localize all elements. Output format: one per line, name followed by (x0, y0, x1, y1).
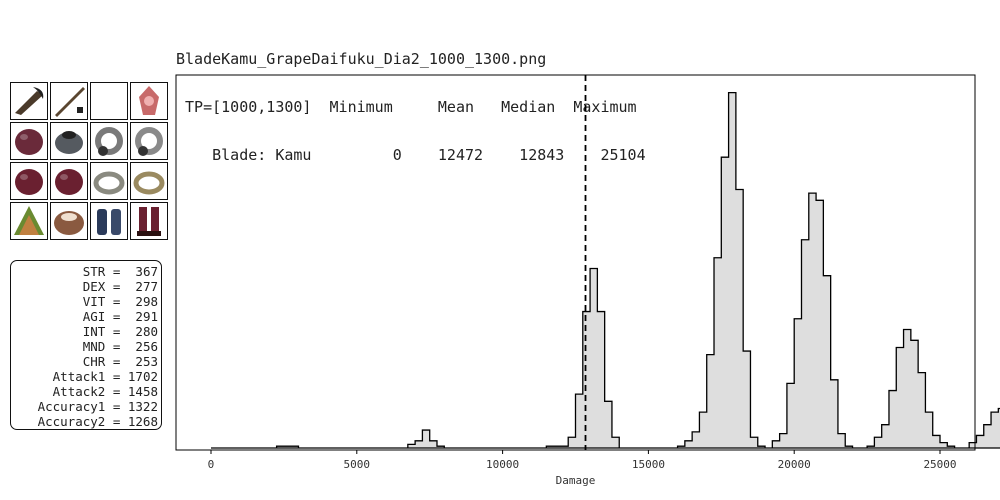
axis-layer: 0 5000 10000 15000 20000 25000 Damage (175, 74, 976, 487)
chart-header: BladeKamu_GrapeDaifuku_Dia2_1000_1300.pn… (176, 19, 646, 179)
chart-filename: BladeKamu_GrapeDaifuku_Dia2_1000_1300.pn… (176, 50, 547, 68)
ammo-slot (130, 82, 168, 120)
x-tick-label: 15000 (632, 458, 665, 471)
stat-line: Accuracy2 = 1268 (37, 414, 158, 429)
stat-line: INT = 280 (82, 324, 158, 339)
head-slot (10, 122, 48, 160)
stat-line: CHR = 253 (82, 354, 158, 369)
gorget-icon (55, 131, 83, 154)
range-slot (90, 82, 128, 120)
stat-line: AGI = 291 (82, 309, 158, 324)
belt-icon (54, 211, 84, 235)
legs-slot (90, 202, 128, 240)
stat-line: STR = 367 (82, 264, 158, 279)
katana-icon (55, 87, 85, 117)
ring2-slot (130, 162, 168, 200)
ear2-slot (130, 122, 168, 160)
ring-icon (133, 171, 165, 195)
crystal-icon (139, 86, 159, 115)
stat-line: Attack1 = 1702 (52, 369, 158, 384)
earring-icon (135, 127, 163, 156)
ring1-slot (90, 162, 128, 200)
summary-header-row: TP=[1000,1300] Minimum Mean Median Maxim… (176, 98, 637, 116)
armor-icon (15, 169, 43, 195)
feet-slot (130, 202, 168, 240)
equipment-grid (10, 82, 168, 240)
gauntlet-icon (55, 169, 83, 195)
boots-icon (137, 207, 161, 236)
histogram-bars (210, 91, 1000, 449)
stat-line: Accuracy1 = 1322 (37, 399, 158, 414)
plot-frame (175, 74, 976, 451)
x-tick-label: 0 (208, 458, 215, 471)
stat-line: MND = 256 (82, 339, 158, 354)
ring-icon (93, 171, 125, 195)
summary-values-row: Blade: Kamu 0 12472 12843 25104 (176, 146, 646, 164)
back-slot (10, 202, 48, 240)
neck-slot (50, 122, 88, 160)
ear1-slot (90, 122, 128, 160)
x-tick-label: 10000 (486, 458, 519, 471)
leggings-icon (97, 209, 121, 235)
x-tick-label: 20000 (778, 458, 811, 471)
scythe-icon (15, 87, 44, 115)
stats-panel: STR = 367 DEX = 277 VIT = 298 AGI = 291 INT … (10, 260, 162, 430)
sub-weapon-slot (50, 82, 88, 120)
body-slot (10, 162, 48, 200)
x-tick-label: 25000 (923, 458, 956, 471)
waist-slot (50, 202, 88, 240)
stat-line: VIT = 298 (82, 294, 158, 309)
hands-slot (50, 162, 88, 200)
x-tick-label: 5000 (344, 458, 371, 471)
main-weapon-slot (10, 82, 48, 120)
cape-icon (14, 206, 44, 235)
helm-icon (15, 129, 43, 155)
earring-icon (95, 127, 123, 156)
stat-line: Attack2 = 1458 (52, 384, 158, 399)
histogram-layer (210, 91, 1000, 449)
x-axis-label: Damage (556, 474, 596, 487)
stat-line: DEX = 277 (82, 279, 158, 294)
